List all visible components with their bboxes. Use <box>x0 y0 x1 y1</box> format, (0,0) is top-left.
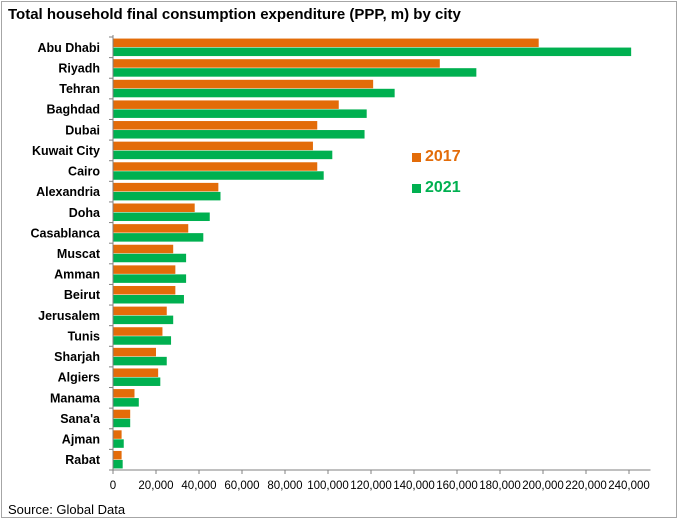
bar-2017-ajman <box>113 430 122 439</box>
legend-label-2021: 2021 <box>425 179 461 196</box>
category-label: Beirut <box>64 288 101 302</box>
category-label: Amman <box>54 268 100 282</box>
bar-2017-manama <box>113 389 135 398</box>
legend-label-2017: 2017 <box>425 148 461 165</box>
x-tick-label: 160,000 <box>436 480 478 492</box>
bar-2017-amman <box>113 265 176 274</box>
category-label: Kuwait City <box>32 144 100 158</box>
bar-2021-sana-a <box>113 418 131 428</box>
bar-2021-jerusalem <box>113 315 174 325</box>
x-tick-label: 100,000 <box>307 480 349 492</box>
bar-2021-ajman <box>113 439 124 448</box>
bar-2021-beirut <box>113 294 184 304</box>
bar-2021-rabat <box>113 459 123 469</box>
x-tick-label: 20,000 <box>138 480 173 492</box>
bar-2017-sharjah <box>113 347 156 357</box>
bar-2017-abu-dhabi <box>113 38 539 48</box>
bar-2021-algiers <box>113 377 161 386</box>
bar-2017-dubai <box>113 121 318 130</box>
category-label: Alexandria <box>36 185 101 199</box>
bar-2021-tehran <box>113 88 395 98</box>
bar-2021-cairo <box>113 171 324 180</box>
bar-2021-manama <box>113 398 139 407</box>
bar-2021-amman <box>113 274 187 283</box>
category-label: Jerusalem <box>38 309 100 323</box>
x-tick-label: 140,000 <box>393 480 435 492</box>
category-label: Baghdad <box>47 103 100 117</box>
x-tick-label: 220,000 <box>565 480 607 492</box>
x-tick-label: 60,000 <box>224 480 259 492</box>
category-label: Algiers <box>58 371 100 385</box>
bar-2021-tunis <box>113 336 172 345</box>
bar-2017-casablanca <box>113 224 189 233</box>
category-label: Dubai <box>65 123 100 137</box>
category-label: Rabat <box>65 453 101 467</box>
x-tick-label: 180,000 <box>479 480 521 492</box>
category-label: Doha <box>69 206 101 220</box>
category-label: Cairo <box>68 165 100 179</box>
legend-swatch-2017 <box>412 152 421 162</box>
x-tick-label: 80,000 <box>267 480 302 492</box>
bar-2017-jerusalem <box>113 306 167 316</box>
category-label: Ajman <box>62 433 100 447</box>
category-label: Tehran <box>59 82 100 96</box>
bar-2021-dubai <box>113 130 365 139</box>
bar-2021-doha <box>113 212 210 222</box>
bar-2021-abu-dhabi <box>113 47 632 57</box>
bar-2021-muscat <box>113 253 187 263</box>
category-label: Sharjah <box>54 350 100 364</box>
bar-2017-kuwait-city <box>113 141 313 151</box>
bar-2017-rabat <box>113 450 122 460</box>
x-tick-label: 240,000 <box>608 480 650 492</box>
category-label: Sana'a <box>60 412 101 426</box>
category-label: Riyadh <box>58 61 100 75</box>
bar-2021-riyadh <box>113 68 477 77</box>
source-note: Source: Global Data <box>8 502 126 517</box>
bar-2017-riyadh <box>113 59 440 68</box>
bar-2017-beirut <box>113 285 176 295</box>
bar-2021-alexandria <box>113 191 221 201</box>
bar-2017-tehran <box>113 79 374 89</box>
x-tick-label: 40,000 <box>181 480 216 492</box>
legend-item-2021: 2021 <box>412 179 461 197</box>
bar-2017-algiers <box>113 368 159 377</box>
x-tick-label: 200,000 <box>522 480 564 492</box>
bar-2021-casablanca <box>113 233 204 242</box>
category-label: Tunis <box>68 329 100 343</box>
legend-item-2017: 2017 <box>412 148 461 166</box>
bar-2021-baghdad <box>113 109 367 118</box>
bar-2017-sana-a <box>113 409 131 419</box>
bar-2017-tunis <box>113 327 163 336</box>
bar-2017-alexandria <box>113 182 219 192</box>
category-label: Abu Dhabi <box>38 41 101 55</box>
bar-2017-muscat <box>113 244 174 254</box>
x-tick-label: 120,000 <box>350 480 392 492</box>
category-label: Muscat <box>57 247 101 261</box>
x-tick-label: 0 <box>110 480 116 492</box>
bar-2021-kuwait-city <box>113 150 333 160</box>
bar-2017-baghdad <box>113 100 339 109</box>
chart-title: Total household final consumption expend… <box>8 6 461 23</box>
category-label: Casablanca <box>31 226 102 240</box>
bar-2017-doha <box>113 203 195 213</box>
bar-2017-cairo <box>113 162 318 171</box>
legend-swatch-2021 <box>412 183 421 193</box>
bar-2021-sharjah <box>113 356 167 366</box>
category-label: Manama <box>50 391 101 405</box>
